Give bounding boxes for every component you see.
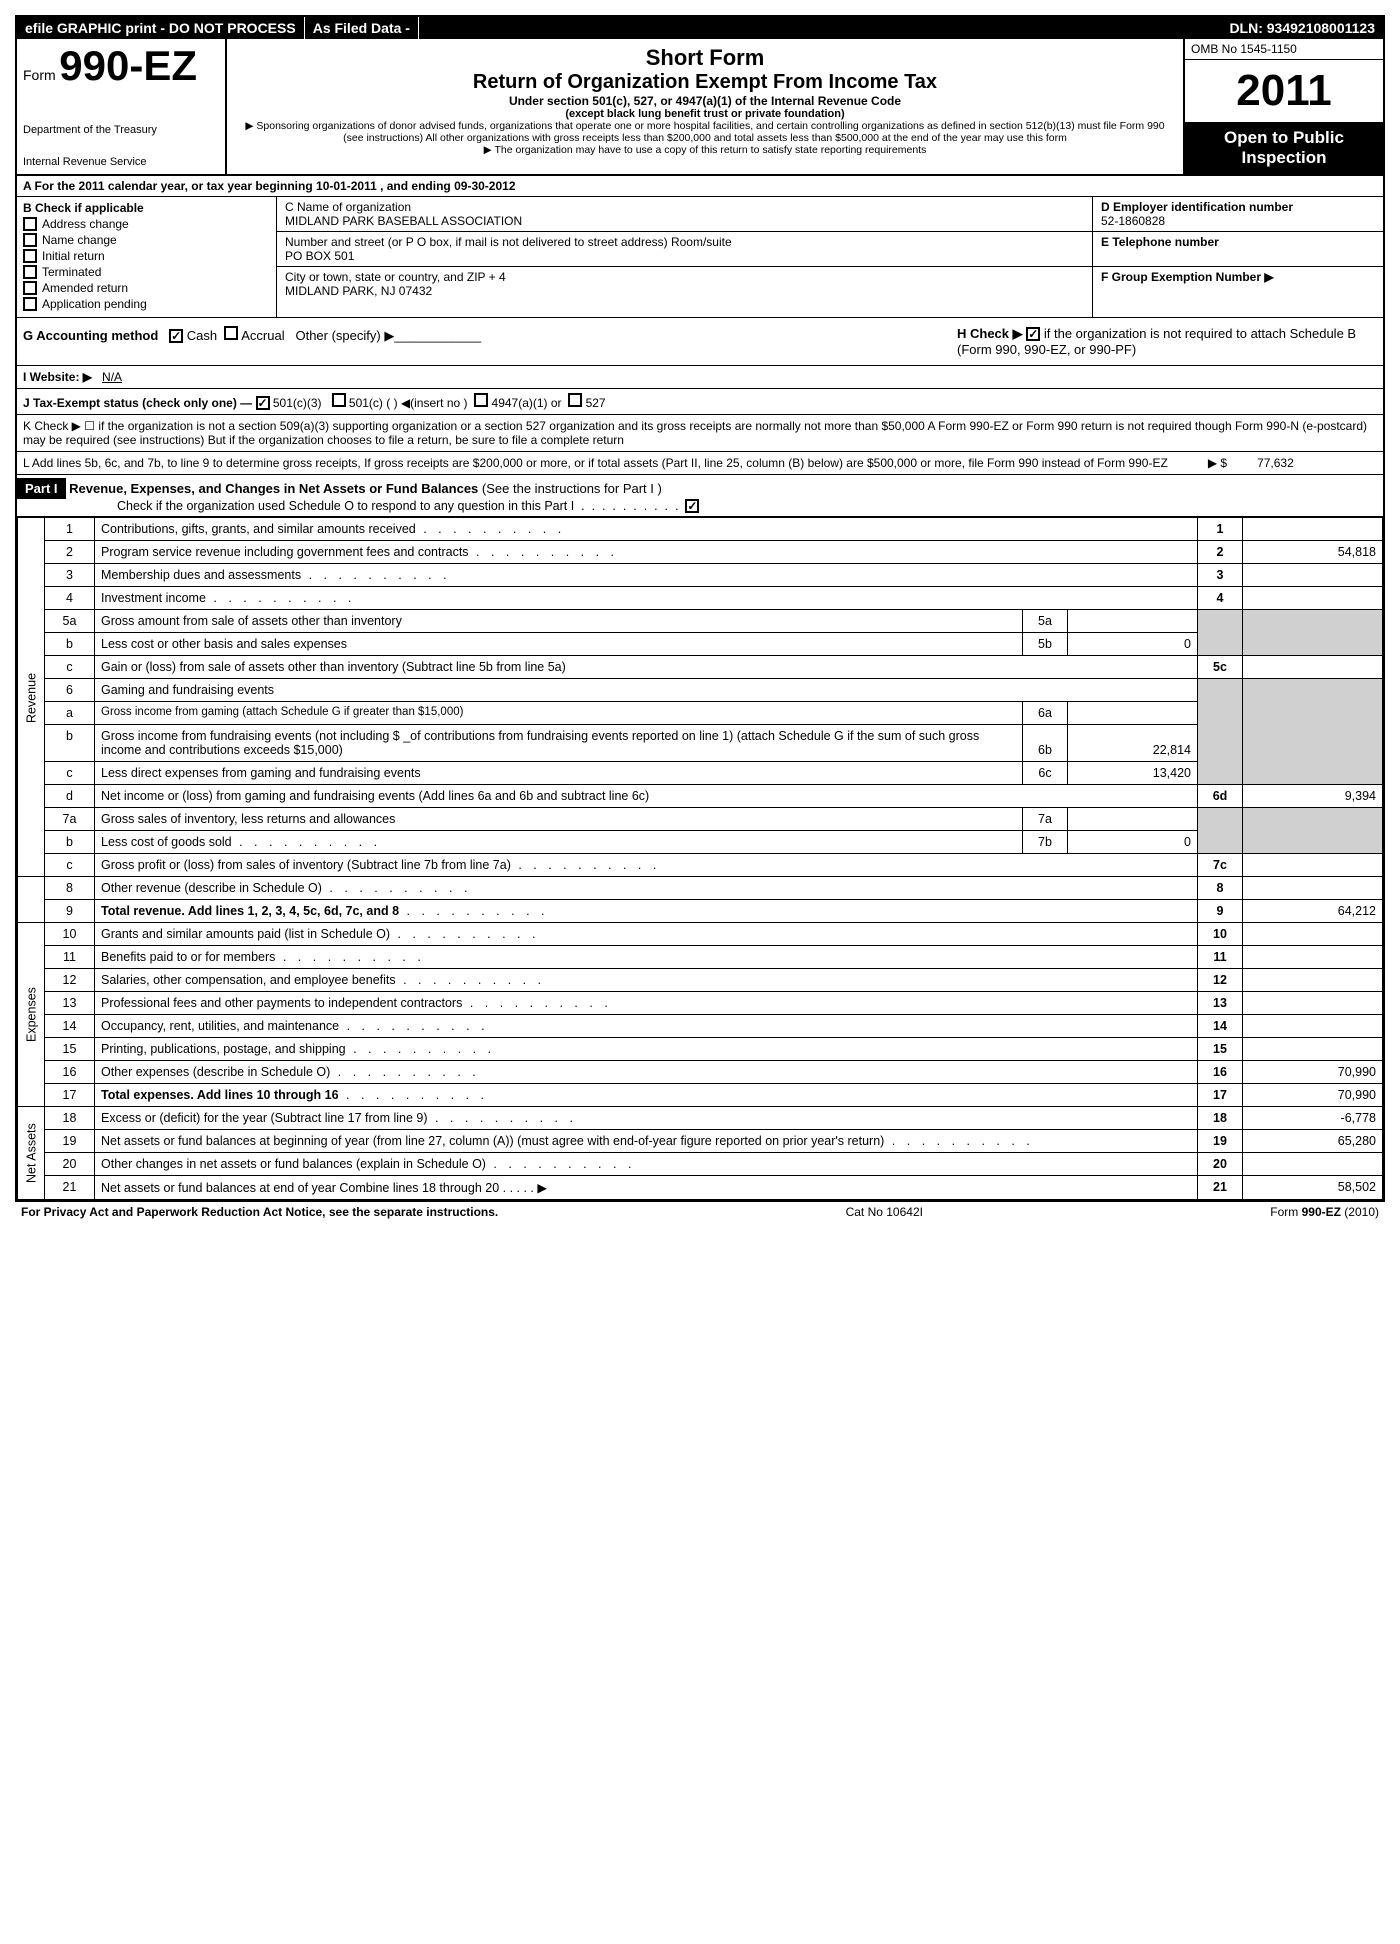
line-7b-value: 0 — [1068, 831, 1198, 854]
part-1-label: Part I — [17, 478, 66, 499]
cb-initial-return[interactable]: Initial return — [23, 249, 270, 263]
revenue-side-label: Revenue — [18, 518, 45, 877]
section-k: K Check ▶ ☐ if the organization is not a… — [17, 415, 1383, 452]
footer-formno: Form 990-EZ (2010) — [1270, 1205, 1379, 1219]
section-bcd: B Check if applicable Address change Nam… — [17, 197, 1383, 318]
line-19-value: 65,280 — [1243, 1130, 1383, 1153]
org-name: MIDLAND PARK BASEBALL ASSOCIATION — [285, 214, 1084, 228]
form-prefix: Form — [23, 67, 56, 83]
cb-schedule-o-used[interactable]: ✓ — [685, 499, 699, 513]
cb-terminated[interactable]: Terminated — [23, 265, 270, 279]
section-l: L Add lines 5b, 6c, and 7b, to line 9 to… — [17, 452, 1383, 475]
section-j-tax-status: J Tax-Exempt status (check only one) — ✓… — [17, 389, 1383, 415]
line-6d-value: 9,394 — [1243, 785, 1383, 808]
line-17-total-expenses: 70,990 — [1243, 1084, 1383, 1107]
col-b-checkboxes: B Check if applicable Address change Nam… — [17, 197, 277, 317]
city-value: MIDLAND PARK, NJ 07432 — [285, 284, 1084, 298]
line-18-value: -6,778 — [1243, 1107, 1383, 1130]
title-box: Short Form Return of Organization Exempt… — [227, 39, 1183, 174]
org-name-label: C Name of organization — [285, 200, 1084, 214]
open-public: Open to Public Inspection — [1185, 122, 1383, 174]
header-section: Form 990-EZ Department of the Treasury I… — [17, 39, 1383, 176]
col-d-info: D Employer identification number 52-1860… — [1093, 197, 1383, 317]
cb-name-change[interactable]: Name change — [23, 233, 270, 247]
sponsor-text: ▶ Sponsoring organizations of donor advi… — [237, 120, 1173, 144]
dln-label: DLN: 93492108001123 — [1221, 17, 1383, 39]
line-9-total-revenue: 64,212 — [1243, 900, 1383, 923]
tax-year: 2011 — [1185, 60, 1383, 122]
ein-value: 52-1860828 — [1101, 214, 1375, 228]
cb-501c3[interactable]: ✓ — [256, 396, 270, 410]
website-value: N/A — [102, 370, 122, 384]
year-box: OMB No 1545-1150 2011 Open to Public Ins… — [1183, 39, 1383, 174]
tel-label: E Telephone number — [1101, 235, 1219, 249]
line-16-value: 70,990 — [1243, 1061, 1383, 1084]
dept-treasury: Department of the Treasury — [23, 124, 219, 136]
form-990ez: efile GRAPHIC print - DO NOT PROCESS As … — [15, 15, 1385, 1202]
footer: For Privacy Act and Paperwork Reduction … — [15, 1202, 1385, 1222]
main-title: Return of Organization Exempt From Incom… — [237, 71, 1173, 94]
line-6b-value: 22,814 — [1068, 725, 1198, 762]
street-value: PO BOX 501 — [285, 249, 1084, 263]
cb-address-change[interactable]: Address change — [23, 217, 270, 231]
line-5b-value: 0 — [1068, 633, 1198, 656]
cb-schedule-b-not-required[interactable]: ✓ — [1026, 327, 1040, 341]
cb-app-pending[interactable]: Application pending — [23, 297, 270, 311]
cb-accrual[interactable] — [224, 326, 238, 340]
asfiled-label: As Filed Data - — [305, 17, 419, 39]
copy-note: ▶ The organization may have to use a cop… — [237, 144, 1173, 156]
expenses-side-label: Expenses — [18, 923, 45, 1107]
ein-label: D Employer identification number — [1101, 200, 1293, 214]
revenue-expense-table: Revenue 1 Contributions, gifts, grants, … — [17, 517, 1383, 1200]
netassets-side-label: Net Assets — [18, 1107, 45, 1200]
line-6c-value: 13,420 — [1068, 762, 1198, 785]
line-2-value: 54,818 — [1243, 541, 1383, 564]
top-bar: efile GRAPHIC print - DO NOT PROCESS As … — [17, 17, 1383, 39]
col-c-org-info: C Name of organization MIDLAND PARK BASE… — [277, 197, 1093, 317]
section-i-website: I Website: ▶ N/A — [17, 366, 1383, 389]
cb-cash[interactable]: ✓ — [169, 329, 183, 343]
subtitle-1: Under section 501(c), 527, or 4947(a)(1)… — [237, 94, 1173, 108]
gross-receipts-amount: 77,632 — [1257, 456, 1294, 470]
section-g-accounting: G Accounting method ✓ Cash Accrual Other… — [17, 318, 1383, 366]
omb-number: OMB No 1545-1150 — [1185, 39, 1383, 60]
cb-527[interactable] — [568, 393, 582, 407]
cb-4947[interactable] — [474, 393, 488, 407]
part-1-header: Part I Revenue, Expenses, and Changes in… — [17, 475, 1383, 517]
street-label: Number and street (or P O box, if mail i… — [285, 235, 1084, 249]
cb-501c[interactable] — [332, 393, 346, 407]
line-21-value: 58,502 — [1243, 1176, 1383, 1200]
col-b-label: B Check if applicable — [23, 201, 144, 215]
short-form: Short Form — [237, 45, 1173, 71]
row-a-tax-year: A For the 2011 calendar year, or tax yea… — [17, 176, 1383, 197]
footer-privacy: For Privacy Act and Paperwork Reduction … — [21, 1205, 498, 1219]
form-number-box: Form 990-EZ Department of the Treasury I… — [17, 39, 227, 174]
efile-label: efile GRAPHIC print - DO NOT PROCESS — [17, 17, 305, 39]
city-label: City or town, state or country, and ZIP … — [285, 270, 1084, 284]
subtitle-2: (except black lung benefit trust or priv… — [237, 108, 1173, 120]
group-exempt-label: F Group Exemption Number ▶ — [1101, 270, 1274, 284]
dept-irs: Internal Revenue Service — [23, 156, 219, 168]
form-number: 990-EZ — [59, 42, 197, 89]
footer-catno: Cat No 10642I — [846, 1205, 923, 1219]
cb-amended[interactable]: Amended return — [23, 281, 270, 295]
